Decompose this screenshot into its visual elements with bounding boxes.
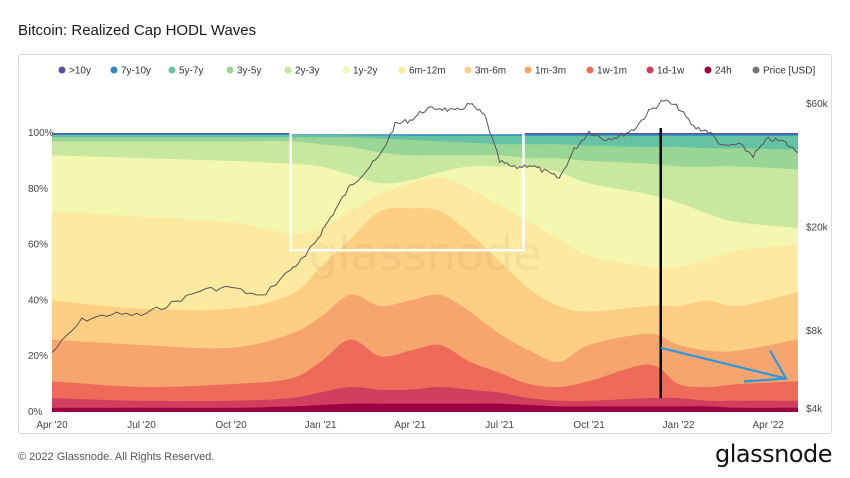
legend-swatch: [464, 66, 472, 74]
legend-label: 1d-1w: [657, 66, 685, 77]
legend-label: 5y-7y: [179, 66, 203, 77]
legend-swatch: [646, 66, 654, 74]
legend: >10y 7y-10y 5y-7y 3y-5y 2y-3y 1y-2y 6m-12m 3m-6…: [58, 66, 815, 77]
legend-label: 24h: [715, 66, 732, 77]
annotations: [289, 128, 788, 398]
chart-title: Bitcoin: Realized Cap HODL Waves: [18, 22, 257, 39]
price-line: [51, 99, 799, 353]
legend-label: 3y-5y: [237, 66, 261, 77]
band-24h: [52, 403, 798, 412]
legend-swatch: [752, 66, 760, 74]
watermark: glassnode: [309, 227, 542, 281]
legend-label: >10y: [69, 66, 91, 77]
legend-label: 1w-1m: [597, 66, 627, 77]
legend-swatch: [398, 66, 406, 74]
legend-swatch: [586, 66, 594, 74]
legend-swatch: [524, 66, 532, 74]
legend-label: 7y-10y: [121, 66, 151, 77]
legend-swatch: [704, 66, 712, 74]
x-tick: Jan '21: [305, 420, 337, 431]
legend-label: 6m-12m: [409, 66, 446, 77]
band-1d-1w: [52, 386, 798, 412]
glassnode-logo: glassnode: [714, 440, 833, 468]
x-tick: Apr '21: [394, 420, 426, 431]
y-left-tick: 80%: [28, 184, 48, 195]
band-1w-1m: [52, 339, 798, 412]
legend-swatch: [58, 66, 66, 74]
highlight-box: [289, 131, 525, 252]
chart-frame: [18, 54, 832, 434]
y-left-tick: 100%: [28, 128, 54, 139]
price-usd-line: [51, 99, 799, 353]
legend-swatch: [284, 66, 292, 74]
y-axis-right: $4k $8k $20k $60k: [806, 99, 829, 415]
legend-label: 2y-3y: [295, 66, 319, 77]
trend-arrow: [660, 346, 787, 380]
x-tick: Apr '22: [752, 420, 784, 431]
x-tick: Jul '21: [485, 420, 514, 431]
y-left-tick: 40%: [28, 295, 48, 306]
legend-swatch: [168, 66, 176, 74]
y-axis-left: 0% 20% 40% 60% 80% 100%: [28, 128, 54, 418]
legend-label: 1m-3m: [535, 66, 566, 77]
x-axis: Apr '20 Jul '20 Oct '20 Jan '21 Apr '21 Jul '…: [36, 420, 784, 431]
legend-swatch: [226, 66, 234, 74]
legend-label: 1y-2y: [353, 66, 377, 77]
x-tick: Jul '20: [127, 420, 156, 431]
x-tick: Jan '22: [663, 420, 695, 431]
legend-swatch: [110, 66, 118, 74]
y-right-tick: $8k: [806, 326, 823, 337]
y-left-tick: 20%: [28, 351, 48, 362]
legend-label: Price [USD]: [763, 66, 815, 77]
x-tick: Oct '20: [215, 420, 247, 431]
y-right-tick: $20k: [806, 223, 829, 234]
y-right-tick: $60k: [806, 99, 829, 110]
legend-swatch: [342, 66, 350, 74]
legend-label: 3m-6m: [475, 66, 506, 77]
x-tick: Apr '20: [36, 420, 68, 431]
x-tick: Oct '21: [573, 420, 605, 431]
y-left-tick: 60%: [28, 240, 48, 251]
copyright-footer: © 2022 Glassnode. All Rights Reserved.: [18, 451, 215, 463]
y-left-tick: 0%: [28, 407, 43, 418]
y-right-tick: $4k: [806, 404, 823, 415]
stacked-bands: [52, 133, 798, 413]
trend-arrow-head: [743, 349, 788, 383]
